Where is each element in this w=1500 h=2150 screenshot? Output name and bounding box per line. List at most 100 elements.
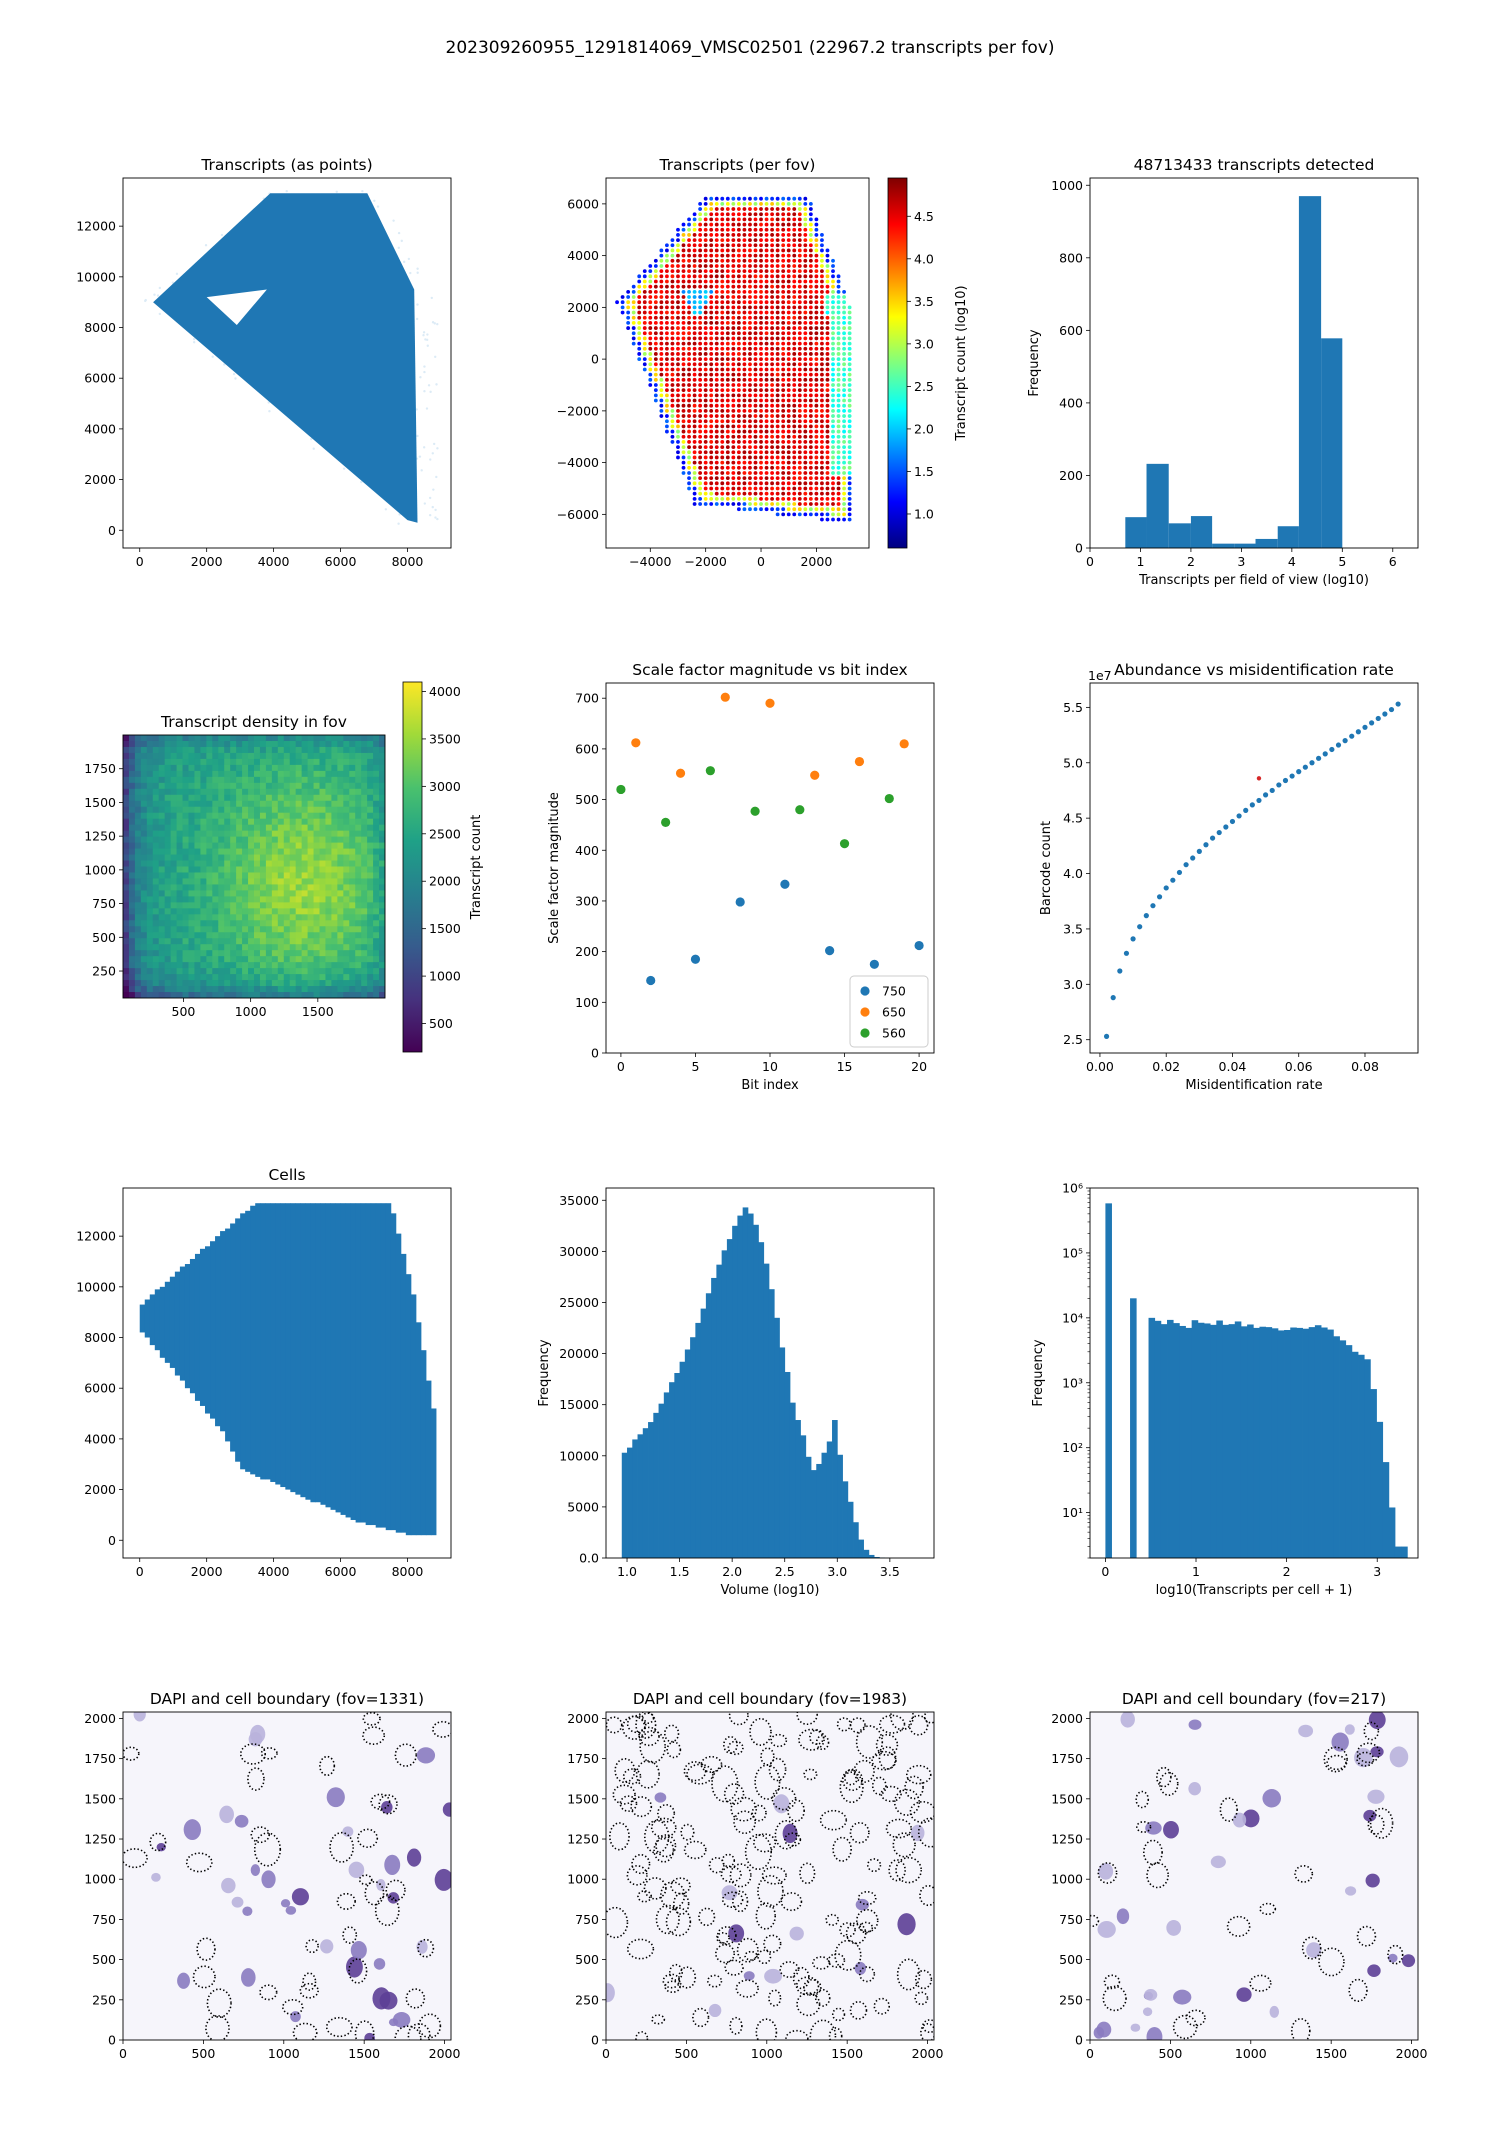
density-cell bbox=[361, 926, 368, 933]
density-cell bbox=[212, 860, 219, 868]
density-cell bbox=[128, 932, 136, 939]
fov-dot bbox=[665, 289, 669, 294]
fringe-point bbox=[144, 298, 147, 302]
density-cell bbox=[254, 986, 261, 993]
density-cell bbox=[289, 956, 297, 963]
fov-dot bbox=[808, 352, 813, 356]
cell-boundary bbox=[680, 1823, 695, 1841]
fov-dot bbox=[814, 274, 819, 279]
fov-dot bbox=[709, 295, 714, 299]
density-cell bbox=[343, 908, 350, 915]
density-cell bbox=[158, 812, 166, 820]
fov-dot bbox=[808, 429, 813, 434]
cell-boundary bbox=[716, 1932, 730, 1944]
density-cell bbox=[158, 752, 166, 760]
data-point bbox=[1183, 862, 1189, 868]
density-cell bbox=[254, 932, 261, 939]
fov-dot bbox=[825, 440, 830, 444]
fov-dot bbox=[748, 320, 752, 325]
fov-dot bbox=[836, 512, 841, 517]
density-cell bbox=[140, 842, 148, 850]
fov-dot bbox=[770, 440, 775, 444]
density-cell bbox=[146, 860, 154, 868]
density-cell bbox=[283, 836, 291, 844]
fov-dot bbox=[836, 398, 841, 403]
fov-dot bbox=[736, 300, 741, 305]
fov-dot bbox=[736, 388, 741, 393]
density-cell bbox=[289, 746, 297, 754]
density-cell bbox=[337, 968, 344, 975]
density-cell bbox=[140, 848, 148, 856]
y-axis-label: Scale factor magnitude bbox=[547, 792, 562, 944]
density-cell bbox=[343, 914, 350, 921]
density-cell bbox=[379, 746, 385, 754]
fringe-point bbox=[192, 341, 196, 344]
density-cell bbox=[230, 926, 237, 933]
density-cell bbox=[242, 944, 249, 951]
density-cell bbox=[248, 735, 255, 742]
histogram-bar bbox=[642, 1428, 649, 1558]
density-cell bbox=[182, 974, 190, 981]
fov-dot bbox=[820, 455, 824, 460]
density-cell bbox=[140, 735, 148, 742]
density-cell bbox=[200, 902, 207, 909]
fov-dot bbox=[792, 326, 797, 330]
cell-boundary bbox=[665, 1907, 692, 1937]
fov-dot bbox=[786, 403, 791, 408]
fov-dot bbox=[670, 429, 675, 434]
y-tick-label: 0 bbox=[591, 1046, 599, 1061]
fov-dot bbox=[714, 450, 719, 455]
cell-boundary bbox=[761, 1866, 787, 1885]
density-cell bbox=[331, 932, 338, 939]
fov-dot bbox=[759, 393, 763, 398]
fov-dot bbox=[842, 320, 846, 325]
fov-dot bbox=[820, 274, 824, 279]
density-cell bbox=[277, 872, 285, 880]
fov-dot bbox=[836, 517, 841, 522]
density-cell bbox=[230, 740, 237, 748]
density-cell bbox=[236, 800, 243, 808]
density-cell bbox=[271, 992, 279, 998]
density-cell bbox=[146, 980, 154, 987]
density-cell bbox=[325, 956, 333, 963]
fov-dot bbox=[803, 341, 808, 346]
cell-column bbox=[174, 1271, 181, 1376]
density-cell bbox=[289, 782, 297, 790]
density-cell bbox=[313, 938, 321, 945]
nucleus-stain bbox=[782, 1823, 798, 1844]
fov-dot bbox=[803, 207, 808, 211]
density-cell bbox=[325, 830, 333, 838]
density-cell bbox=[224, 812, 231, 820]
fov-dot bbox=[820, 393, 824, 398]
fov-dot bbox=[814, 341, 819, 346]
fov-dot bbox=[764, 315, 769, 320]
density-cell bbox=[164, 980, 172, 987]
fov-dot bbox=[847, 346, 852, 351]
density-cell bbox=[224, 770, 231, 778]
fov-dot bbox=[759, 476, 763, 481]
fov-dot bbox=[797, 305, 802, 310]
density-cell bbox=[182, 980, 190, 987]
density-cell bbox=[325, 986, 333, 993]
fov-dot bbox=[703, 305, 708, 310]
fov-dot bbox=[842, 315, 846, 320]
histogram-bar bbox=[747, 1213, 754, 1558]
density-cell bbox=[254, 860, 261, 868]
density-cell bbox=[230, 806, 237, 814]
cell-boundary bbox=[655, 1834, 677, 1858]
density-cell bbox=[379, 962, 385, 969]
cell-boundary bbox=[855, 1725, 884, 1759]
density-cell bbox=[331, 872, 338, 880]
fov-dot bbox=[759, 331, 763, 336]
density-cell bbox=[325, 794, 333, 802]
density-cell bbox=[146, 950, 154, 957]
fov-dot bbox=[670, 253, 675, 258]
fov-dot bbox=[714, 300, 719, 305]
density-cell bbox=[283, 860, 291, 868]
fov-dot bbox=[698, 289, 703, 294]
density-cell bbox=[140, 764, 148, 772]
fov-dot bbox=[725, 357, 730, 362]
cell-boundary bbox=[606, 1906, 629, 1939]
density-cell bbox=[176, 848, 184, 856]
density-cell bbox=[313, 860, 321, 868]
